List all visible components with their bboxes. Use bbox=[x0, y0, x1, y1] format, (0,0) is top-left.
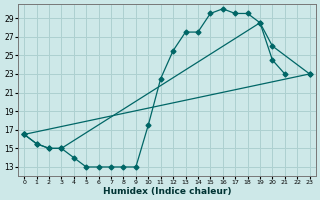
X-axis label: Humidex (Indice chaleur): Humidex (Indice chaleur) bbox=[103, 187, 231, 196]
